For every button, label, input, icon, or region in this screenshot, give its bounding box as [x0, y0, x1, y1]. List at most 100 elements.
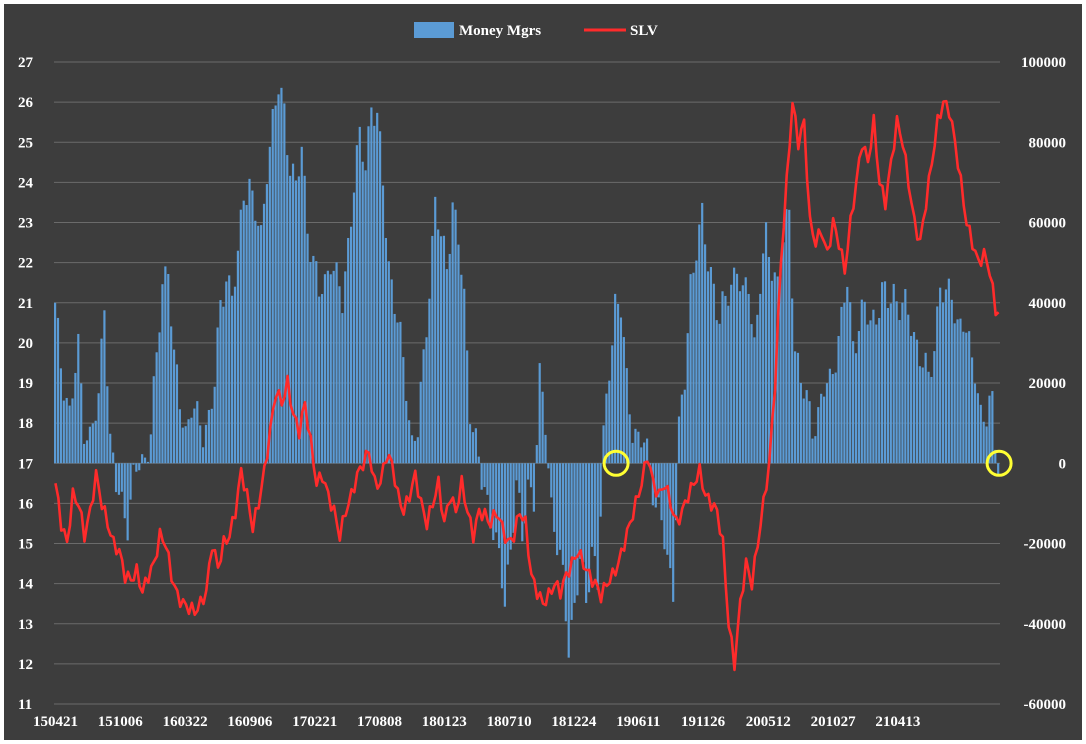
money-mgrs-bar: [213, 386, 216, 464]
money-mgrs-bar: [939, 287, 942, 464]
left-axis-tick-label: 25: [18, 135, 33, 151]
money-mgrs-bar: [747, 293, 750, 464]
money-mgrs-bar: [915, 339, 919, 464]
money-mgrs-bar: [582, 463, 585, 563]
money-mgrs-bar: [344, 271, 347, 464]
left-axis-tick-label: 22: [18, 256, 33, 272]
right-axis-tick-label: 40000: [1029, 296, 1067, 312]
money-mgrs-bar: [190, 417, 193, 464]
left-axis-tick-label: 23: [18, 216, 33, 232]
money-mgrs-bar: [54, 302, 57, 464]
money-mgrs-bar: [631, 442, 634, 464]
money-mgrs-bar: [77, 333, 80, 464]
money-mgrs-bar: [364, 170, 367, 464]
money-mgrs-bar: [361, 161, 364, 464]
money-mgrs-bar: [332, 270, 335, 464]
money-mgrs-bar: [297, 176, 300, 464]
money-mgrs-bar: [483, 463, 486, 488]
slv-line: [54, 99, 1000, 672]
money-mgrs-bar: [326, 270, 329, 464]
money-mgrs-bar: [605, 393, 608, 464]
money-mgrs-bar: [558, 463, 562, 550]
money-mgrs-bar: [442, 235, 446, 464]
x-axis-tick-label: 150421: [33, 714, 78, 730]
money-mgrs-bar: [199, 425, 202, 464]
money-mgrs-bar: [825, 383, 829, 464]
money-mgrs-bar: [704, 244, 707, 464]
money-mgrs-bar: [701, 202, 704, 464]
x-axis-tick-label: 151006: [98, 714, 144, 730]
money-mgrs-bar: [367, 126, 370, 464]
money-mgrs-bar: [927, 371, 930, 464]
money-mgrs-bar: [570, 463, 573, 620]
money-mgrs-bar: [918, 366, 921, 464]
money-mgrs-bar: [645, 438, 649, 464]
money-mgrs-bar: [654, 463, 657, 508]
money-mgrs-bar: [611, 345, 614, 464]
money-mgrs-bar: [143, 457, 147, 464]
money-mgrs-bar: [431, 235, 434, 464]
annotation-layer: [602, 449, 1013, 477]
money-mgrs-bar: [881, 282, 884, 464]
money-mgrs-bar: [924, 352, 927, 464]
money-mgrs-bar: [497, 463, 501, 549]
money-mgrs-bar: [408, 420, 411, 464]
money-mgrs-bar: [576, 463, 579, 596]
money-mgrs-bar: [480, 463, 483, 490]
x-axis-tick-label: 190611: [616, 714, 660, 730]
money-mgrs-bar: [474, 428, 477, 464]
money-mgrs-bar: [170, 326, 173, 464]
money-mgrs-bar: [976, 393, 979, 464]
money-mgrs-bar: [730, 284, 733, 464]
money-mgrs-bar: [982, 421, 985, 464]
x-axis-tick-label: 170221: [292, 714, 337, 730]
money-mgrs-bar: [422, 349, 425, 464]
money-mgrs-bar: [727, 305, 730, 464]
money-mgrs-bar: [379, 131, 382, 464]
money-mgrs-bar: [251, 190, 254, 464]
money-mgrs-bar: [529, 463, 533, 488]
money-mgrs-bar: [762, 253, 765, 464]
money-mgrs-bar: [878, 318, 881, 464]
money-mgrs-bar: [698, 224, 701, 464]
money-mgrs-bar: [643, 442, 646, 464]
money-mgrs-bar: [260, 225, 263, 464]
money-mgrs-bar: [820, 393, 823, 464]
money-mgrs-bar: [265, 184, 269, 464]
money-mgrs-bar: [814, 436, 817, 464]
right-axis-tick-label: -20000: [1024, 537, 1067, 553]
left-axis-tick-label: 12: [18, 657, 33, 673]
money-mgrs-bar: [997, 463, 1000, 477]
chart-frame: 27 26 25 24 23 22 21 20 19 18 17 16 15 14 13 12 11 10000…: [4, 4, 1082, 740]
money-mgrs-bar: [94, 420, 97, 464]
money-mgrs-bar: [550, 463, 553, 498]
money-mgrs-bar: [396, 322, 399, 464]
money-mgrs-bar: [785, 209, 788, 464]
money-mgrs-bar: [158, 332, 161, 464]
money-mgrs-bar: [358, 126, 361, 464]
money-mgrs-bar: [843, 302, 846, 464]
money-mgrs-bar: [161, 284, 164, 464]
money-mgrs-bar: [616, 303, 620, 464]
money-mgrs-bar: [184, 426, 187, 464]
money-mgrs-bar: [155, 352, 158, 464]
money-mgrs-bar: [509, 463, 512, 550]
money-mgrs-bar: [776, 276, 779, 464]
left-axis-tick-label: 13: [18, 617, 33, 633]
money-mgrs-bar: [709, 267, 712, 464]
money-mgrs-bar: [657, 463, 660, 498]
money-mgrs-bar: [123, 463, 126, 519]
money-mgrs-bar: [355, 145, 358, 464]
money-mgrs-bar: [413, 440, 417, 464]
money-mgrs-bar: [315, 261, 318, 464]
money-mgrs-bar: [492, 463, 495, 541]
money-mgrs-bar: [524, 463, 527, 524]
money-mgrs-bar: [268, 146, 271, 464]
money-mgrs-bar: [822, 396, 826, 464]
money-mgrs-bar: [149, 434, 152, 464]
money-mgrs-bar: [204, 424, 208, 464]
money-mgrs-bar: [608, 380, 611, 464]
money-mgrs-bar: [869, 320, 872, 464]
money-mgrs-bar: [106, 386, 109, 464]
money-mgrs-bar: [941, 302, 945, 464]
